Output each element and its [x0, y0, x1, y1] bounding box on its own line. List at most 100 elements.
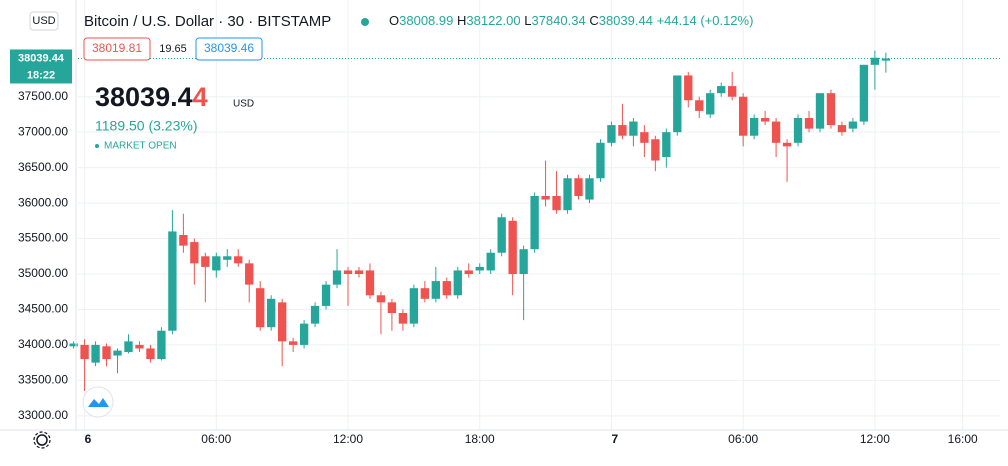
- x-tick-label: 06:00: [728, 432, 758, 446]
- candle-body: [288, 341, 298, 345]
- ohlc-header: O38008.99 H38122.00 L37840.34 C38039.44 …: [389, 13, 753, 28]
- candle-body: [782, 142, 792, 147]
- price-main: 38039.4: [95, 82, 193, 112]
- y-tick-label: 36500.00: [18, 160, 68, 174]
- candle-body: [541, 196, 550, 200]
- candle-body: [629, 121, 638, 136]
- candle-body: [607, 125, 616, 143]
- last-price: 38039.44: [95, 82, 208, 112]
- y-tick-label: 35500.00: [18, 231, 68, 245]
- ohlc-value: 38122.00: [466, 13, 520, 28]
- logo[interactable]: [82, 386, 114, 418]
- candle-body: [442, 281, 451, 296]
- ohlc-value: 38008.99: [399, 13, 453, 28]
- candle-body: [245, 263, 254, 285]
- candle-body: [113, 350, 122, 356]
- currency-box[interactable]: [29, 11, 59, 31]
- price-last-digit: 4: [193, 82, 208, 112]
- candle-body: [321, 284, 331, 306]
- candle-body: [124, 341, 133, 352]
- candle-body: [135, 344, 144, 349]
- candle-body: [552, 196, 561, 211]
- candle-body: [640, 132, 649, 143]
- y-tick-label: 37000.00: [18, 124, 68, 138]
- candle-body: [859, 64, 869, 122]
- ohlc-prefix: C: [589, 13, 598, 28]
- status-dot: [361, 18, 369, 26]
- candle-body: [354, 270, 364, 274]
- y-tick-label: 35000.00: [18, 266, 68, 280]
- x-tick-label: 7: [611, 432, 618, 446]
- candle-body: [684, 75, 693, 101]
- time-axis-bg: [0, 430, 1008, 466]
- x-tick-label: 16:00: [948, 432, 978, 446]
- candle-body: [201, 256, 210, 267]
- candle-body: [464, 270, 473, 274]
- candle-body: [837, 125, 847, 133]
- ask: 38039.46: [204, 41, 254, 55]
- candle-body: [497, 217, 506, 253]
- candle-body: [179, 235, 188, 246]
- plot-area: [69, 0, 1000, 430]
- candle-body: [91, 344, 100, 363]
- ohlc-value: 37840.34: [531, 13, 585, 28]
- market-status: MARKET OPEN: [104, 141, 177, 152]
- candle-body: [706, 93, 715, 115]
- candle-body: [508, 220, 517, 274]
- candle-body: [277, 302, 287, 342]
- candle-body: [332, 270, 342, 285]
- ohlc-value: 38039.44: [599, 13, 653, 28]
- candle-body: [749, 118, 759, 136]
- candle-body: [848, 121, 858, 129]
- candle-body: [651, 139, 660, 161]
- candle-body: [409, 288, 419, 324]
- spread: 19.65: [159, 43, 187, 55]
- candle-body: [563, 178, 572, 211]
- candle-body: [168, 231, 177, 331]
- market-dot: [95, 144, 99, 148]
- candle-body: [881, 58, 891, 61]
- candle-body: [596, 142, 605, 179]
- candle-body: [574, 178, 583, 196]
- candle-body: [146, 348, 155, 360]
- candle-body: [212, 256, 221, 271]
- candle-body: [728, 86, 737, 97]
- price-unit: USD: [233, 99, 254, 110]
- candle-body: [760, 118, 770, 122]
- buy-button[interactable]: [195, 37, 263, 61]
- candle-body: [618, 125, 627, 136]
- candle-body: [69, 343, 78, 347]
- candle-body: [190, 242, 199, 264]
- candle-body: [299, 323, 309, 345]
- candle-body: [804, 118, 814, 129]
- candle-body: [738, 96, 748, 136]
- candle-body: [387, 302, 397, 313]
- countdown: 18:22: [27, 69, 55, 81]
- candle-body: [343, 270, 353, 274]
- candle-body: [486, 252, 495, 271]
- candle-body: [530, 196, 539, 250]
- bid: 38019.81: [92, 41, 142, 55]
- candle-body: [695, 100, 704, 111]
- candle-body: [662, 132, 671, 157]
- candle-body: [870, 57, 880, 65]
- sell-button[interactable]: [83, 37, 151, 61]
- candle-body: [475, 266, 484, 271]
- currency: USD: [32, 15, 55, 27]
- candle-body: [453, 270, 462, 296]
- y-tick-label: 36000.00: [18, 195, 68, 209]
- candle-body: [771, 121, 781, 143]
- price-label-bg: [10, 49, 72, 84]
- candle-body: [223, 256, 232, 260]
- candle-body: [431, 281, 440, 299]
- candle-body: [519, 249, 528, 274]
- candle-body: [102, 346, 111, 360]
- x-tick-label: 12:00: [333, 432, 363, 446]
- candle-body: [256, 288, 265, 328]
- y-tick-label: 34500.00: [18, 302, 68, 316]
- y-tick-label: 33500.00: [18, 373, 68, 387]
- x-tick-label: 06:00: [201, 432, 231, 446]
- price-label: 38039.44: [18, 52, 65, 64]
- settings-icon[interactable]: [33, 431, 51, 449]
